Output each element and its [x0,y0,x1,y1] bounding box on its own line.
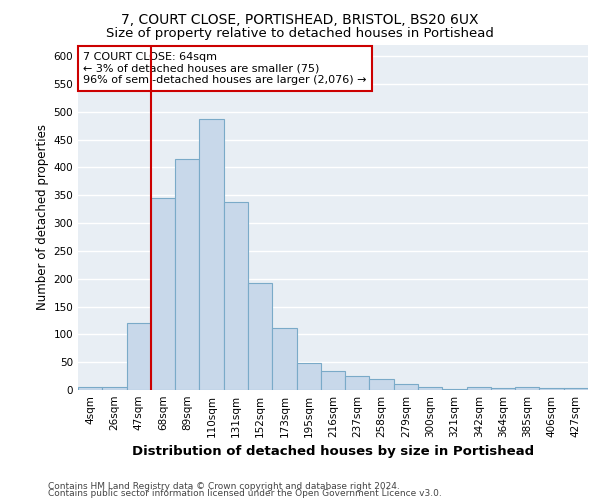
Text: 7, COURT CLOSE, PORTISHEAD, BRISTOL, BS20 6UX: 7, COURT CLOSE, PORTISHEAD, BRISTOL, BS2… [121,12,479,26]
Bar [564,388,588,390]
Bar [248,283,272,390]
Text: Contains public sector information licensed under the Open Government Licence v3: Contains public sector information licen… [48,490,442,498]
Bar [491,388,515,390]
Bar [151,198,175,390]
Bar [515,387,539,390]
Bar [370,380,394,390]
Bar [418,387,442,390]
Bar [175,159,199,390]
Bar [272,328,296,390]
Bar [127,323,151,390]
Text: 7 COURT CLOSE: 64sqm
← 3% of detached houses are smaller (75)
96% of semi-detach: 7 COURT CLOSE: 64sqm ← 3% of detached ho… [83,52,367,85]
Y-axis label: Number of detached properties: Number of detached properties [36,124,49,310]
Bar [345,376,370,390]
Bar [442,389,467,390]
X-axis label: Distribution of detached houses by size in Portishead: Distribution of detached houses by size … [132,446,534,458]
Text: Size of property relative to detached houses in Portishead: Size of property relative to detached ho… [106,28,494,40]
Bar [467,387,491,390]
Text: Contains HM Land Registry data © Crown copyright and database right 2024.: Contains HM Land Registry data © Crown c… [48,482,400,491]
Bar [224,202,248,390]
Bar [102,386,127,390]
Bar [394,384,418,390]
Bar [199,119,224,390]
Bar [78,386,102,390]
Bar [296,364,321,390]
Bar [321,370,345,390]
Bar [539,388,564,390]
